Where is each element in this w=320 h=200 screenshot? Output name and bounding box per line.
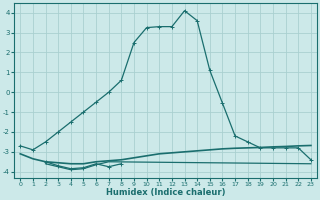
X-axis label: Humidex (Indice chaleur): Humidex (Indice chaleur) <box>106 188 225 197</box>
